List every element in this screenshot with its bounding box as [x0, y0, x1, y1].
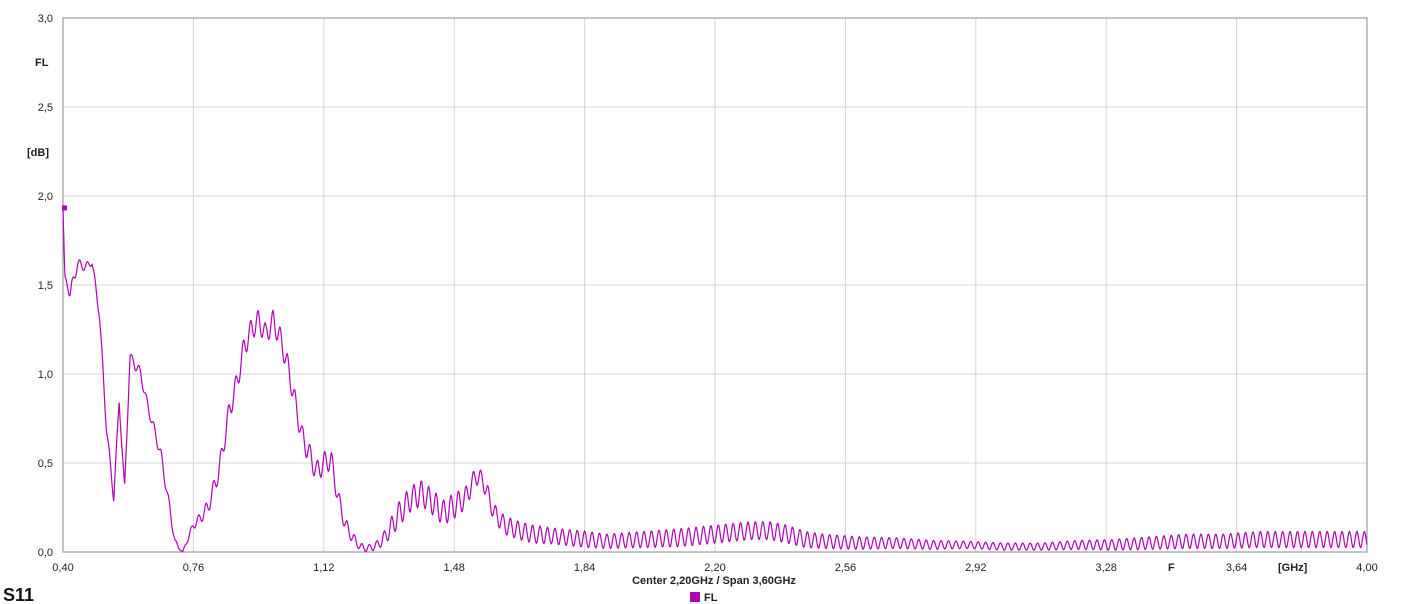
x-tick-label: 4,00: [1356, 562, 1377, 574]
x-tick-label: 1,48: [443, 562, 464, 574]
x-tick-label: 2,20: [704, 562, 725, 574]
legend-swatch-fl: [690, 592, 700, 602]
x-tick-label: 3,28: [1095, 562, 1116, 574]
y-tick-label: 1,0: [38, 369, 53, 381]
fl-start-marker: [62, 205, 67, 211]
chart-title: S11: [3, 585, 34, 604]
x-tick-labels: 0,40 0,76 1,12 1,48 1,84 2,20 2,56 2,92 3,28 3,64…: [52, 562, 1377, 574]
y-tick-label: 0,5: [38, 458, 53, 470]
center-span-readout: Center 2,20GHz / Span 3,60GHz: [632, 575, 796, 587]
y-tick-label: 2,0: [38, 191, 53, 203]
x-unit-label: [GHz]: [1278, 562, 1308, 574]
y-tick-label: 0,0: [38, 547, 53, 559]
x-tick-label: 0,40: [52, 562, 73, 574]
x-marker-label: F: [1168, 562, 1175, 574]
x-tick-label: 1,12: [313, 562, 334, 574]
x-tick-label: 3,64: [1226, 562, 1247, 574]
fl-trace-line: [62, 208, 1368, 553]
x-tick-label: 2,56: [835, 562, 856, 574]
x-tick-label: 2,92: [965, 562, 986, 574]
x-tick-label: 0,76: [183, 562, 204, 574]
x-tick-label: 1,84: [574, 562, 595, 574]
y-tick-labels: 0,0 0,5 1,0 1,5 2,0 2,5 3,0: [38, 13, 53, 559]
y-unit-label: [dB]: [27, 147, 49, 159]
y-tick-label: 3,0: [38, 13, 53, 25]
y-tick-label: 2,5: [38, 102, 53, 114]
y-tick-label: 1,5: [38, 280, 53, 292]
plot-frame: [62, 17, 1368, 553]
legend-label-fl: FL: [704, 592, 718, 604]
y-param-label: FL: [35, 57, 49, 69]
